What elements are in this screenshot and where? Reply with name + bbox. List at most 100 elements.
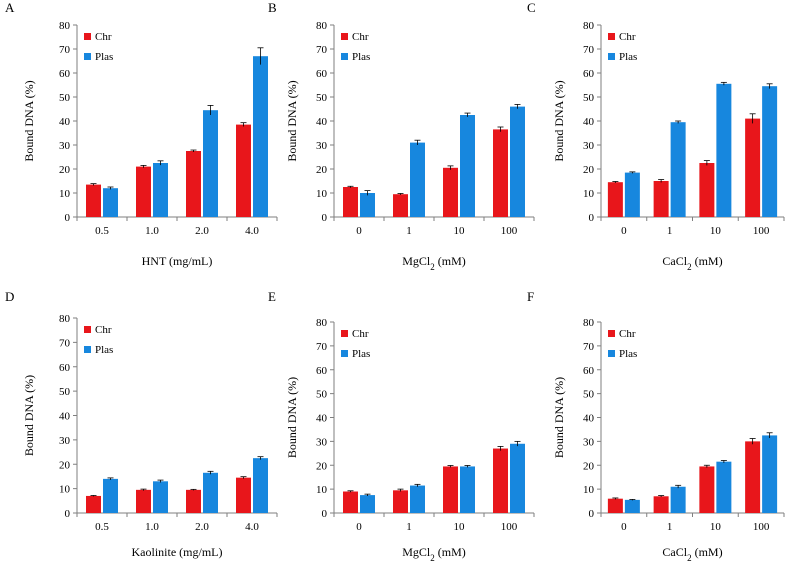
legend-label: Chr bbox=[352, 31, 369, 43]
y-tick-label: 60 bbox=[316, 68, 328, 80]
bar-chr bbox=[236, 124, 251, 217]
bar-chr bbox=[443, 466, 458, 513]
legend-label: Plas bbox=[95, 51, 113, 63]
y-tick-label: 30 bbox=[316, 140, 328, 152]
y-tick-label: 30 bbox=[583, 140, 595, 152]
y-tick-label: 50 bbox=[583, 92, 595, 104]
y-axis-title: Bound DNA (%) bbox=[22, 80, 36, 161]
y-tick-label: 0 bbox=[589, 508, 595, 520]
bar-chr bbox=[236, 477, 251, 513]
y-tick-label: 0 bbox=[322, 508, 328, 520]
y-tick-label: 10 bbox=[583, 484, 595, 496]
x-tick-label: 10 bbox=[710, 521, 722, 533]
bar-chr bbox=[745, 118, 761, 217]
y-tick-label: 30 bbox=[316, 436, 328, 448]
x-tick-label: 4.0 bbox=[245, 225, 259, 237]
y-tick-label: 60 bbox=[583, 68, 595, 80]
bar-plas bbox=[716, 83, 732, 217]
y-tick-label: 60 bbox=[59, 362, 71, 374]
x-tick-label: 1 bbox=[406, 225, 412, 237]
x-tick-label: 0 bbox=[621, 225, 627, 237]
legend-swatch-plas bbox=[341, 350, 348, 357]
bar-chr bbox=[607, 182, 623, 217]
bar-plas bbox=[360, 495, 375, 513]
bar-plas bbox=[103, 188, 118, 217]
legend-swatch-plas bbox=[341, 53, 348, 60]
y-tick-label: 50 bbox=[59, 92, 71, 104]
x-axis-title: CaCl2 (mM) bbox=[662, 545, 722, 561]
bar-plas bbox=[360, 193, 375, 217]
x-tick-label: 2.0 bbox=[195, 521, 209, 533]
y-tick-label: 40 bbox=[316, 116, 328, 128]
x-tick-label: 100 bbox=[501, 521, 518, 533]
y-tick-label: 10 bbox=[583, 188, 595, 200]
x-tick-label: 1 bbox=[667, 521, 673, 533]
bar-plas bbox=[410, 485, 425, 513]
bar-chr bbox=[653, 181, 669, 217]
x-tick-label: 1 bbox=[667, 225, 673, 237]
y-tick-label: 80 bbox=[316, 317, 328, 329]
legend-swatch-plas bbox=[84, 53, 91, 60]
bar-chr bbox=[186, 151, 201, 217]
legend-swatch-chr bbox=[608, 33, 615, 40]
x-tick-label: 10 bbox=[710, 225, 722, 237]
legend-label: Chr bbox=[95, 31, 112, 43]
bar-chr bbox=[493, 448, 508, 513]
panel-letter: F bbox=[527, 289, 534, 304]
bar-chr bbox=[699, 163, 715, 217]
bar-chr bbox=[186, 489, 201, 513]
x-tick-label: 1 bbox=[406, 521, 412, 533]
x-axis-title: MgCl2 (mM) bbox=[402, 254, 466, 272]
y-tick-label: 10 bbox=[316, 188, 328, 200]
x-tick-label: 4.0 bbox=[245, 521, 259, 533]
legend-swatch-chr bbox=[341, 33, 348, 40]
y-tick-label: 80 bbox=[583, 317, 595, 329]
chart-panel-c: C 0 10 20 30 40 50 60 70 80 Bound DNA (%) 0 1 10 100 Ca… bbox=[527, 0, 785, 272]
legend-label: Plas bbox=[619, 51, 637, 63]
y-tick-label: 70 bbox=[316, 341, 328, 353]
y-tick-label: 80 bbox=[59, 20, 71, 32]
bar-plas bbox=[410, 142, 425, 217]
legend-swatch-chr bbox=[84, 33, 91, 40]
bar-chr bbox=[343, 491, 358, 513]
y-tick-label: 40 bbox=[583, 413, 595, 425]
bar-plas bbox=[253, 458, 268, 513]
y-tick-label: 40 bbox=[583, 116, 595, 128]
y-tick-label: 50 bbox=[59, 386, 71, 398]
y-tick-label: 10 bbox=[59, 484, 71, 496]
bar-plas bbox=[716, 461, 732, 513]
y-tick-label: 70 bbox=[316, 44, 328, 56]
bar-plas bbox=[510, 106, 525, 217]
bar-plas bbox=[670, 122, 686, 217]
y-tick-label: 40 bbox=[59, 116, 71, 128]
bar-chr bbox=[136, 489, 151, 513]
y-tick-label: 0 bbox=[589, 212, 595, 224]
bar-chr bbox=[343, 187, 358, 217]
bar-plas bbox=[460, 115, 475, 217]
panel-letter: B bbox=[268, 0, 277, 15]
bar-chr bbox=[393, 194, 408, 217]
chart-panel-b: B 0 10 20 30 40 50 60 70 80 Bound DNA (%) 0 1 10 100 Mg… bbox=[268, 0, 535, 272]
x-tick-label: 1.0 bbox=[145, 225, 159, 237]
bar-chr bbox=[493, 129, 508, 217]
y-tick-label: 80 bbox=[583, 20, 595, 32]
legend-swatch-plas bbox=[84, 346, 91, 353]
panel-letter: D bbox=[5, 289, 14, 304]
y-tick-label: 70 bbox=[583, 44, 595, 56]
y-tick-label: 30 bbox=[59, 435, 71, 447]
bar-plas bbox=[153, 481, 168, 513]
bar-plas bbox=[103, 478, 118, 513]
y-tick-label: 60 bbox=[59, 68, 71, 80]
bar-chr bbox=[86, 495, 101, 513]
bar-plas bbox=[762, 435, 778, 513]
x-tick-label: 1.0 bbox=[145, 521, 159, 533]
legend-label: Chr bbox=[95, 324, 112, 336]
legend-label: Plas bbox=[352, 51, 370, 63]
panel-letter: E bbox=[268, 289, 276, 304]
x-tick-label: 10 bbox=[454, 225, 466, 237]
y-tick-label: 80 bbox=[316, 20, 328, 32]
y-tick-label: 10 bbox=[59, 188, 71, 200]
y-tick-label: 0 bbox=[322, 212, 328, 224]
legend-label: Chr bbox=[619, 328, 636, 340]
